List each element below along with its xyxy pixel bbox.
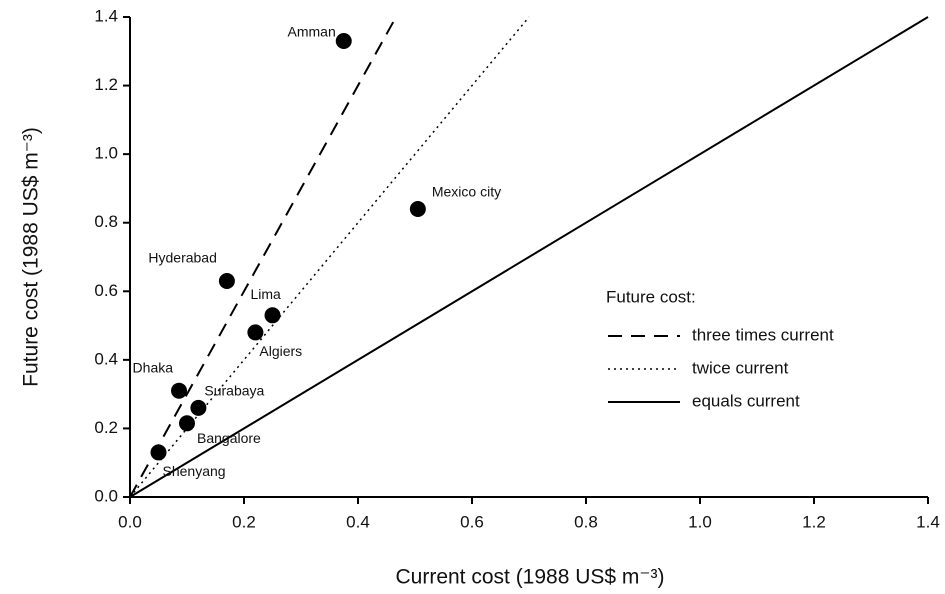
legend-title: Future cost: [606, 287, 696, 306]
point [150, 444, 167, 461]
point-label: Amman [288, 24, 336, 40]
point-label: Shenyang [163, 463, 226, 479]
point [409, 201, 426, 217]
y-tick-label: 0.0 [94, 486, 118, 505]
point [218, 273, 235, 289]
x-axis-label: Current cost (1988 US$ m⁻³) [395, 566, 664, 589]
y-tick-label: 0.6 [94, 281, 118, 300]
y-tick-label: 0.8 [94, 212, 118, 231]
legend-label: three times current [692, 325, 834, 344]
y-tick-label: 0.2 [94, 418, 118, 437]
x-tick-label: 1.0 [688, 512, 712, 531]
y-tick-label: 0.4 [94, 349, 118, 368]
x-tick-label: 0.6 [460, 512, 484, 531]
reference-line [129, 16, 929, 498]
point [190, 399, 207, 416]
x-tick-label: 0.0 [118, 512, 142, 531]
x-tick-label: 1.2 [802, 512, 826, 531]
y-tick-label: 1.0 [94, 144, 118, 163]
point-label: Hyderabad [148, 250, 217, 266]
point-label: Lima [251, 286, 282, 302]
point-label: Dhaka [133, 359, 174, 375]
legend-label: equals current [692, 391, 800, 410]
point-label: Surabaya [204, 383, 264, 399]
point-label: Bangalore [197, 430, 261, 446]
point-label: Mexico city [432, 184, 501, 200]
point [179, 415, 195, 432]
y-tick-label: 1.2 [94, 75, 118, 94]
x-tick-label: 0.2 [232, 512, 256, 531]
reference-line [129, 16, 530, 498]
legend-label: twice current [692, 358, 789, 377]
point [335, 33, 352, 49]
x-tick-label: 1.4 [916, 512, 940, 531]
y-axis-label: Future cost (1988 US$ m⁻³) [20, 127, 43, 387]
point [264, 307, 281, 324]
x-tick-label: 0.8 [574, 512, 598, 531]
point-label: Algiers [259, 343, 302, 359]
y-tick-label: 1.4 [94, 6, 118, 25]
x-tick-label: 0.4 [346, 512, 370, 531]
point [171, 382, 188, 399]
point [247, 324, 264, 341]
